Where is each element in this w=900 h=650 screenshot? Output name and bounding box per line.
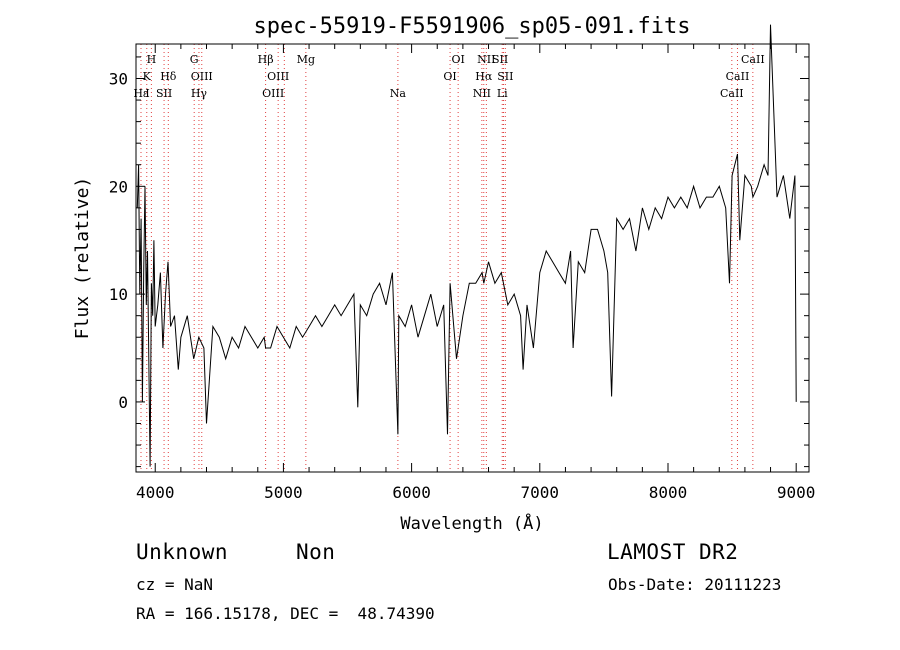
line-label: CaII bbox=[726, 70, 750, 83]
line-label: OIII bbox=[262, 87, 284, 100]
object-subclass: Non bbox=[296, 540, 336, 564]
chart-title: spec-55919-F5591906_sp05-091.fits bbox=[253, 14, 690, 39]
line-label: NII bbox=[473, 87, 491, 100]
x-tick-label: 9000 bbox=[777, 483, 816, 502]
line-label: Li bbox=[497, 87, 508, 100]
y-tick-label: 20 bbox=[109, 177, 128, 196]
line-label: OI bbox=[451, 53, 464, 66]
spectrum-series bbox=[136, 24, 797, 467]
line-label: Hε bbox=[133, 87, 149, 100]
y-tick-label: 30 bbox=[109, 69, 128, 88]
line-label: SII bbox=[497, 70, 513, 83]
line-label: Hγ bbox=[191, 87, 208, 100]
line-label: OI bbox=[443, 70, 456, 83]
y-tick-label: 0 bbox=[118, 393, 128, 412]
line-label: OIII bbox=[191, 70, 213, 83]
line-label: K bbox=[143, 70, 152, 83]
x-tick-label: 4000 bbox=[136, 483, 175, 502]
line-label: Na bbox=[390, 87, 407, 100]
x-tick-label: 7000 bbox=[521, 483, 560, 502]
line-label: Hα bbox=[475, 70, 493, 83]
y-tick-label: 10 bbox=[109, 285, 128, 304]
axis-ticks: 4000 5000 6000 7000 8000 9000 0 10 20 30 bbox=[109, 44, 816, 502]
line-label: CaII bbox=[720, 87, 744, 100]
redshift-cz: cz = NaN bbox=[136, 575, 214, 594]
x-tick-label: 6000 bbox=[392, 483, 431, 502]
line-label: H bbox=[147, 53, 157, 66]
observation-date: Obs-Date: 20111223 bbox=[608, 575, 782, 594]
object-class: Unknown bbox=[136, 540, 229, 564]
line-annotations: HKHεIHδSIIGOIIIHγHβOIIIOIIIMgNaOIOINIISI… bbox=[133, 53, 764, 100]
x-axis-label: Wavelength (Å) bbox=[400, 512, 543, 534]
line-label: NII bbox=[477, 53, 495, 66]
spectrum-line-0 bbox=[136, 24, 797, 467]
line-label: CaII bbox=[741, 53, 765, 66]
line-label: Hβ bbox=[258, 53, 274, 66]
line-label: OIII bbox=[267, 70, 289, 83]
line-label: I bbox=[145, 87, 149, 100]
line-label: Mg bbox=[297, 53, 315, 66]
x-tick-label: 5000 bbox=[264, 483, 303, 502]
line-label: SII bbox=[492, 53, 508, 66]
ra-dec-coordinates: RA = 166.15178, DEC = 48.74390 bbox=[136, 604, 435, 623]
line-label: G bbox=[190, 53, 199, 66]
line-label: Hδ bbox=[160, 70, 177, 83]
survey-name: LAMOST DR2 bbox=[607, 540, 739, 564]
plot-frame bbox=[135, 43, 810, 473]
y-axis-label: Flux (relative) bbox=[72, 177, 93, 340]
x-tick-label: 8000 bbox=[649, 483, 688, 502]
line-label: SII bbox=[156, 87, 172, 100]
